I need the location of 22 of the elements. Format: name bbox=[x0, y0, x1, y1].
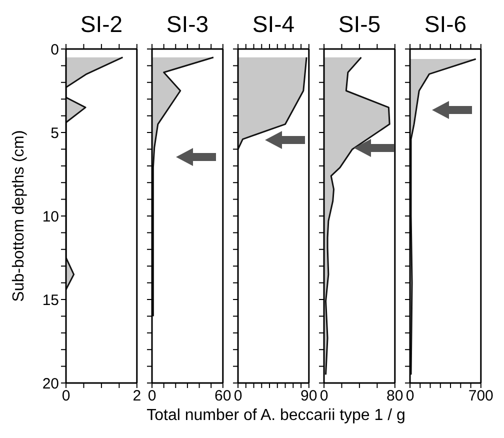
y-tick-label: 0 bbox=[50, 41, 59, 58]
x-tick-label: 700 bbox=[468, 388, 494, 405]
y-tick-label: 10 bbox=[42, 208, 59, 226]
chart-title: SI-3 bbox=[165, 10, 210, 39]
x-tick-label: 0 bbox=[234, 388, 242, 405]
x-tick-label: 90 bbox=[300, 388, 318, 405]
y-tick-label: 15 bbox=[42, 292, 59, 309]
x-tick-label: 0 bbox=[320, 388, 328, 405]
x-tick-label: 2 bbox=[132, 388, 142, 405]
x-tick-label: 0 bbox=[148, 388, 156, 405]
y-tick-label: 5 bbox=[50, 124, 59, 142]
chart-title: SI-2 bbox=[79, 10, 124, 39]
y-axis-title: Sub-bottom depths (cm) bbox=[10, 130, 28, 302]
x-tick-label: 0 bbox=[62, 388, 70, 405]
chart-title: SI-5 bbox=[337, 10, 382, 39]
chart-title: SI-4 bbox=[251, 10, 296, 39]
x-tick-label: 80 bbox=[386, 388, 404, 405]
chart-title: SI-6 bbox=[423, 10, 468, 39]
x-axis-title: Total number of A. beccarii type 1 / g bbox=[146, 407, 406, 425]
y-tick-label: 20 bbox=[42, 375, 59, 392]
x-tick-label: 60 bbox=[214, 388, 232, 405]
x-tick-label: 0 bbox=[406, 388, 414, 405]
